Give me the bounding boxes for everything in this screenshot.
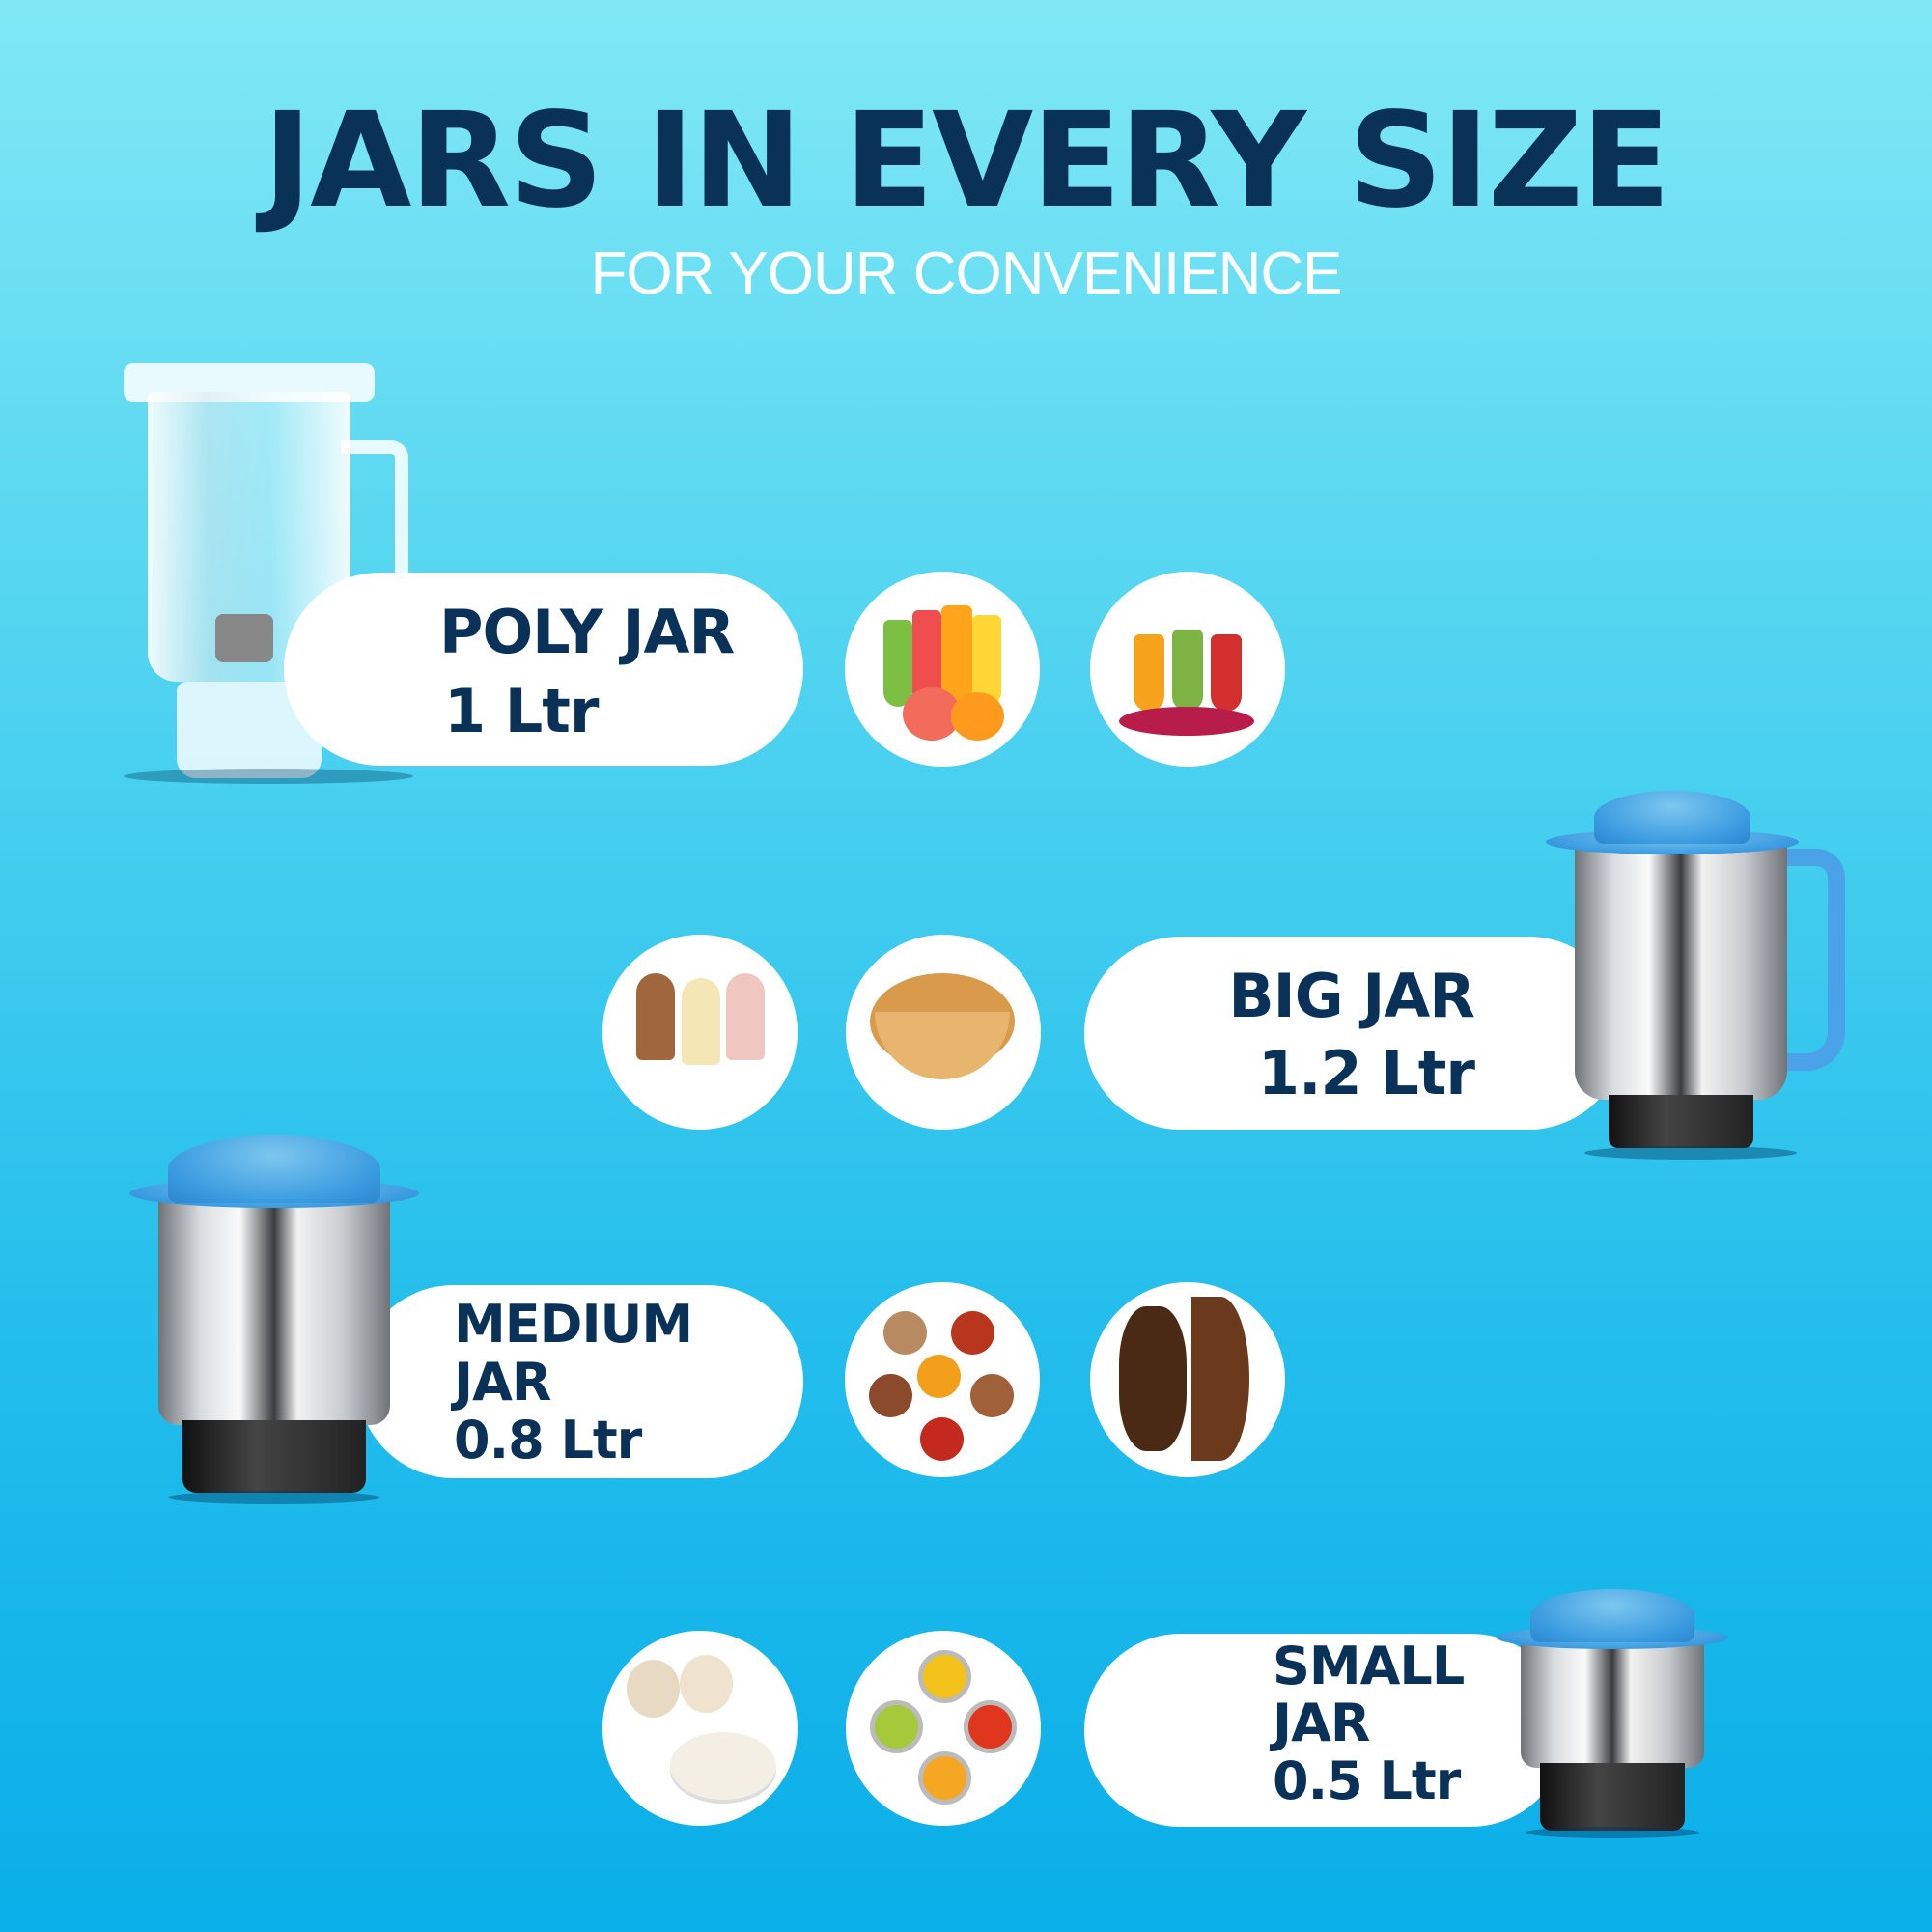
coffee-beans-ground-image (1090, 1282, 1285, 1477)
chutneys-image (846, 1631, 1041, 1826)
page-subtitle: FOR YOUR CONVENIENCE (590, 240, 1342, 307)
garlic-paste-image (602, 1631, 798, 1826)
smoothie-bottles-image (1090, 572, 1285, 767)
big-jar-name: BIG JAR (1228, 961, 1475, 1031)
milkshakes-image (602, 935, 798, 1130)
poly-jar-label-pill (284, 573, 803, 766)
big-jar-label-pill (1084, 937, 1625, 1130)
small-jar-name-line1: SMALL (1273, 1636, 1465, 1696)
page-title: JARS IN EVERY SIZE (263, 85, 1671, 238)
small-jar-name-line2: JAR (1273, 1693, 1370, 1753)
medium-jar-name-line1: MEDIUM (454, 1294, 693, 1355)
big-jar-capacity: 1.2 Ltr (1257, 1038, 1475, 1108)
big-jar-image (1546, 791, 1855, 1162)
medium-jar-label-pill (357, 1285, 803, 1478)
medium-jar-capacity: 0.8 Ltr (454, 1410, 642, 1470)
juice-glasses-image (845, 572, 1040, 767)
small-jar-label-pill (1084, 1634, 1567, 1827)
small-jar-image (1497, 1589, 1728, 1840)
poly-jar-image (124, 363, 433, 784)
spice-powders-image (845, 1282, 1040, 1477)
small-jar-capacity: 0.5 Ltr (1273, 1750, 1461, 1811)
nut-paste-image (846, 935, 1041, 1130)
medium-jar-name-line2: JAR (454, 1352, 551, 1413)
poly-jar-capacity: 1 Ltr (444, 676, 599, 746)
medium-jar-image (129, 1135, 419, 1507)
poly-jar-name: POLY JAR (439, 597, 735, 667)
